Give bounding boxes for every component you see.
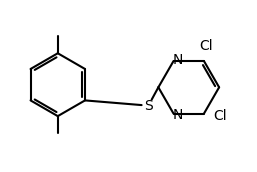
Text: Cl: Cl — [199, 39, 213, 53]
Text: N: N — [172, 108, 183, 122]
Text: N: N — [172, 53, 183, 67]
Text: Cl: Cl — [213, 109, 227, 123]
Text: S: S — [144, 99, 153, 113]
